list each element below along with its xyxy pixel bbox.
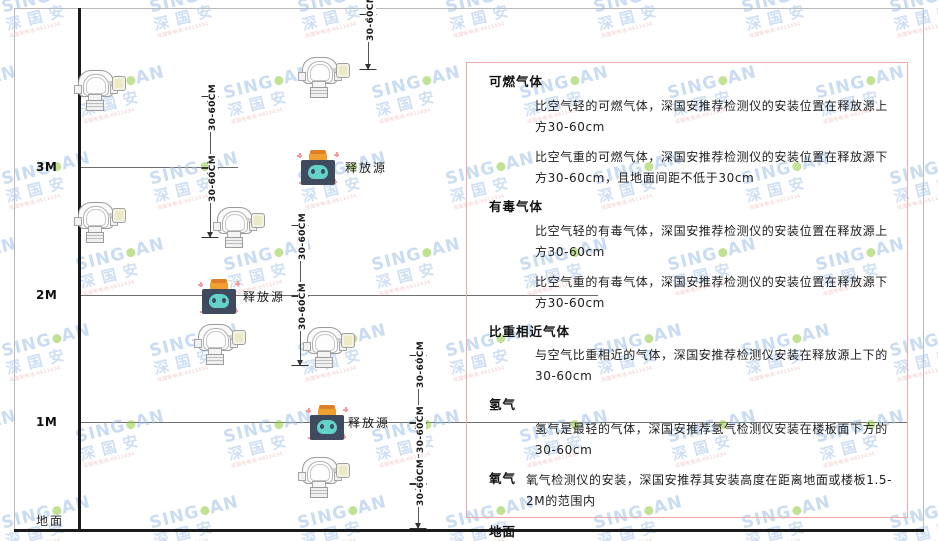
panel-section-title: 地面 [489, 524, 517, 539]
dimension-label: 30-60CM [365, 0, 376, 42]
dimension-label: 30-60CM [207, 153, 218, 203]
gas-detector-icon [296, 455, 350, 498]
dimension-d-r3: 30-60CM [401, 457, 435, 529]
release-source-icon [198, 279, 240, 314]
ground-label: 地面 [36, 514, 65, 528]
gas-detector-icon [211, 205, 265, 248]
gas-detector-icon [72, 68, 126, 111]
panel-section: 比重相近气体与空气比重相近的气体，深国安推荐检测仪安装在释放源上下的30-60c… [489, 323, 893, 388]
panel-section-paragraph: 比空气轻的可燃气体，深国安推荐检测仪的安装位置在释放源上方30-60cm [535, 98, 888, 134]
dimension-d-top: 30-60CM [351, 0, 385, 70]
panel-section-paragraph: 与空气比重相近的气体，深国安推荐检测仪安装在释放源上下的30-60cm [535, 348, 888, 384]
release-source-label: 释放源 [243, 290, 286, 304]
panel-section-paragraph: 比空气重的可燃气体，深国安推荐检测仪的安装位置在释放源下方30-60cm，且地面… [535, 149, 888, 185]
panel-section-title: 比重相近气体 [489, 323, 571, 339]
dimension-label: 30-60CM [415, 457, 426, 507]
panel-section: 有毒气体比空气轻的有毒气体，深国安推荐检测仪的安装位置在释放源上方30-60cm… [489, 198, 893, 314]
dimension-d-m2: 30-60CM [283, 281, 317, 366]
panel-section-paragraph: 氧气检测仪的安装，深国安推荐其安装高度在距离地面或楼板1.5-2M的范围内 [526, 473, 893, 508]
panel-section: 氧气 氧气检测仪的安装，深国安推荐其安装高度在距离地面或楼板1.5-2M的范围内 [489, 470, 893, 521]
panel-section: 地面检测仪地面间距，深国安推荐在30-60cm，且不得小于30cm，因为过低容易… [489, 523, 893, 541]
panel-section-title: 可燃气体 [489, 74, 544, 89]
dimension-label: 30-60CM [415, 339, 426, 389]
level-line-2m [78, 295, 598, 296]
release-source-icon [297, 150, 339, 185]
level-label-2m: 2M [36, 288, 58, 302]
dimension-label: 30-60CM [297, 281, 308, 331]
panel-section: 可燃气体比空气轻的可燃气体，深国安推荐检测仪的安装位置在释放源上方30-60cm… [489, 73, 893, 189]
level-line-1m [78, 422, 908, 423]
panel-section-title: 氧气 [489, 471, 517, 486]
dimension-d-u2: 30-60CM [193, 153, 227, 238]
level-label-3m: 3M [36, 160, 58, 174]
horizontal-axis-ground [14, 529, 924, 532]
level-line-3m [78, 167, 238, 168]
panel-section-title: 氢气 [489, 397, 517, 413]
gas-detector-icon [296, 55, 350, 98]
panel-section-title: 有毒气体 [489, 198, 544, 214]
release-source-icon [306, 405, 348, 440]
release-source-label: 释放源 [345, 161, 388, 175]
gas-detector-icon [301, 325, 355, 368]
gas-detector-icon [72, 200, 126, 243]
panel-section-paragraph: 氢气是最轻的气体，深国安推荐氢气检测仪安装在楼板面下方的30-60cm [535, 422, 888, 457]
gas-detector-icon [192, 322, 246, 365]
dimension-label: 30-60CM [415, 404, 426, 454]
vertical-axis [78, 8, 81, 532]
release-source-label: 释放源 [348, 416, 391, 430]
dimension-label: 30-60CM [297, 211, 308, 261]
panel-section-paragraph: 比空气轻的有毒气体，深国安推荐检测仪的安装位置在释放源上方30-60cm [535, 223, 888, 259]
panel-section-paragraph: 比空气重的有毒气体，深国安推荐检测仪的安装位置在释放源下方30-60cm [535, 274, 888, 310]
level-label-1m: 1M [36, 415, 58, 429]
panel-section: 氢气氢气是最轻的气体，深国安推荐氢气检测仪安装在楼板面下方的30-60cm [489, 396, 893, 461]
info-panel: 可燃气体比空气轻的可燃气体，深国安推荐检测仪的安装位置在释放源上方30-60cm… [466, 62, 908, 539]
dimension-label: 30-60CM [207, 82, 218, 132]
